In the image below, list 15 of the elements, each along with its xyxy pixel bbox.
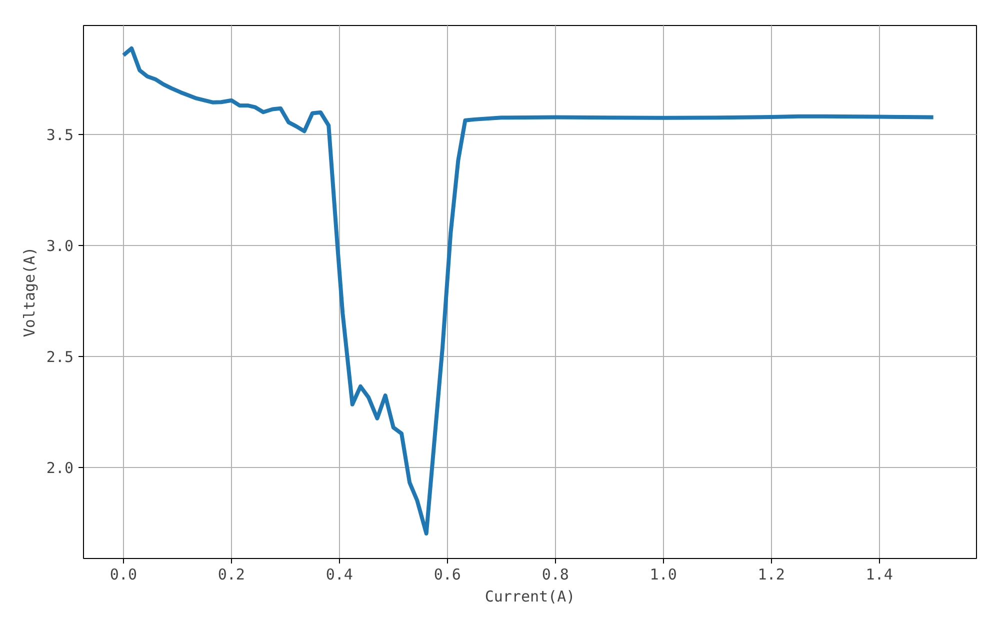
x-tick-label: 0.6 (434, 566, 461, 584)
x-tick-label: 0.2 (218, 566, 245, 584)
x-tick-label: 1.0 (650, 566, 677, 584)
x-tick-label: 0.8 (542, 566, 569, 584)
y-tick-label: 2.0 (46, 458, 74, 477)
y-tick-label: 3.0 (46, 236, 74, 255)
x-tick-label: 1.4 (866, 566, 893, 584)
x-tick-label: 1.2 (758, 566, 785, 584)
y-axis-title: Voltage(A) (20, 246, 38, 338)
y-tick-label: 3.5 (46, 126, 74, 144)
line-series (121, 46, 936, 536)
x-tick-label: 0.4 (326, 566, 353, 584)
y-tick-label: 2.5 (46, 348, 74, 366)
x-axis-title: Current(A) (484, 588, 576, 606)
x-tick-label: 0.0 (110, 566, 137, 584)
